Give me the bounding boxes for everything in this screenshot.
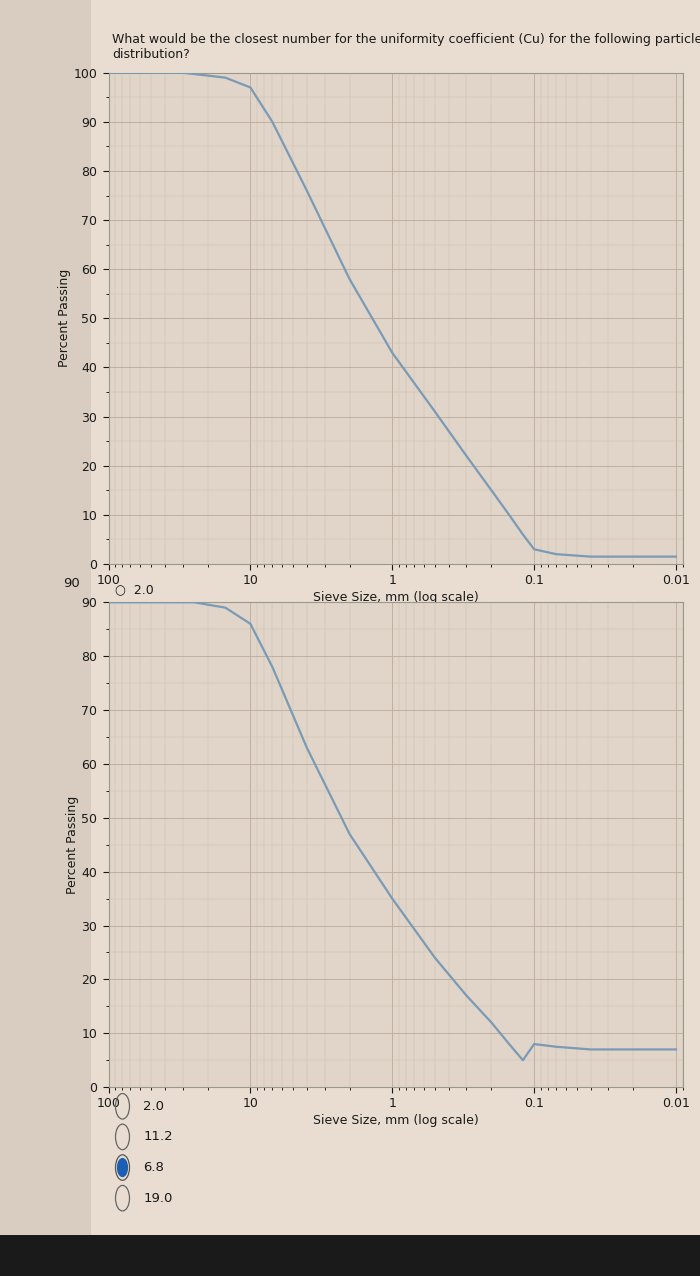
Text: 90: 90	[63, 577, 80, 590]
Text: distribution?: distribution?	[112, 48, 190, 61]
X-axis label: Sieve Size, mm (log scale): Sieve Size, mm (log scale)	[313, 1114, 478, 1127]
Text: What would be the closest number for the uniformity coefficient (Cu) for the fol: What would be the closest number for the…	[112, 33, 700, 46]
Y-axis label: Percent Passing: Percent Passing	[66, 796, 78, 893]
Y-axis label: Percent Passing: Percent Passing	[57, 269, 71, 367]
Text: ○  2.0: ○ 2.0	[116, 583, 154, 596]
Text: 19.0: 19.0	[144, 1192, 173, 1205]
Text: 2.0: 2.0	[144, 1100, 164, 1113]
X-axis label: Sieve Size, mm (log scale): Sieve Size, mm (log scale)	[313, 591, 478, 604]
Text: 11.2: 11.2	[144, 1131, 173, 1143]
Text: 6.8: 6.8	[144, 1161, 164, 1174]
